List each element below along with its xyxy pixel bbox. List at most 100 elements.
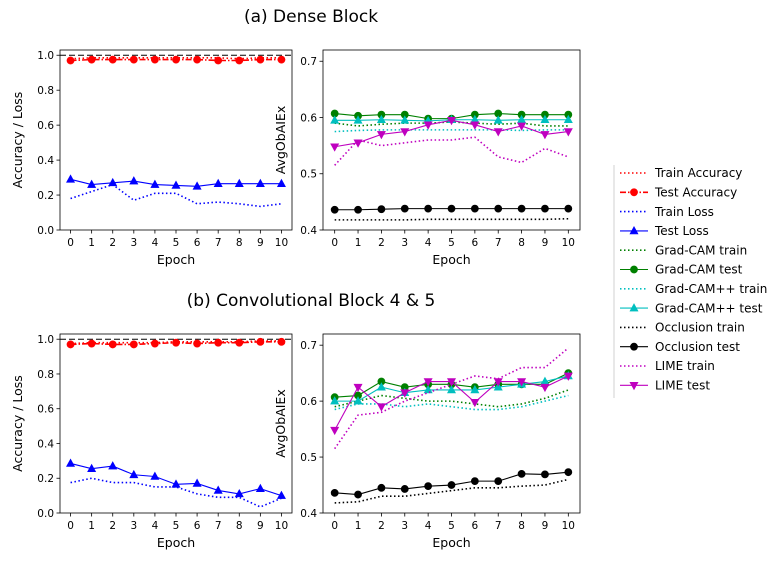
conv-acc-xlabel: Epoch [157, 535, 195, 550]
dense-acc-point-test-loss-1 [87, 179, 97, 188]
conv-acc-xtick-label-9: 9 [257, 520, 264, 532]
dense-acc-ytick-label-4: 0.8 [37, 85, 54, 97]
dense-acc-point-test-accuracy-2 [108, 55, 117, 64]
conv-avg-point-lime-test-8 [517, 378, 527, 387]
conv-avg-point-lime-test-4 [423, 378, 433, 387]
legend-swatch-marker [630, 265, 638, 274]
dense-acc-ylabel: Accuracy / Loss [10, 92, 25, 189]
dense-avg-point-grad-cam-test-9 [540, 114, 550, 124]
legend-label: Occlusion test [655, 340, 740, 354]
conv-acc-point-test-loss-3 [129, 469, 139, 479]
conv-acc-xtick-label-10: 10 [275, 520, 288, 532]
legend-item-lime-train: LIME train [620, 359, 715, 373]
dense-avg-point-lime-test-3 [400, 128, 410, 137]
dense-acc-point-test-accuracy-9 [256, 55, 265, 64]
conv-avg-ytick-label-3: 0.7 [300, 340, 317, 352]
dense-avg-xtick-label-6: 6 [472, 237, 479, 249]
conv-avg-point-lime-test-3 [400, 389, 410, 398]
conv-acc-xtick-label-4: 4 [152, 520, 159, 532]
dense-acc-point-test-loss-6 [192, 181, 202, 190]
dense-acc-xtick-label-7: 7 [215, 237, 222, 249]
conv-acc-xtick-label-6: 6 [194, 520, 201, 532]
conv-block-title: (b) Convolutional Block 4 & 5 [187, 291, 436, 311]
dense-acc-xtick-label-8: 8 [236, 237, 243, 249]
dense-avg-ytick-label-3: 0.7 [300, 56, 317, 68]
dense-avg-point-lime-test-9 [540, 131, 550, 140]
dense-avg-xtick-label-5: 5 [448, 237, 455, 249]
conv-acc-xtick-label-0: 0 [67, 520, 74, 532]
dense-avg-point-occlusion-test-8 [517, 204, 526, 213]
conv-avg-point-grad-cam-test-1 [353, 396, 363, 405]
conv-avg-point-grad-cam-test-2 [376, 382, 386, 391]
dense-avg-point-lime-test-1 [353, 139, 363, 148]
legend-label: LIME train [655, 359, 715, 373]
conv-acc-point-test-accuracy-2 [108, 340, 117, 349]
conv-avg-ytick-label-2: 0.6 [300, 396, 317, 408]
dense-acc-ytick-label-2: 0.4 [37, 155, 54, 167]
dense-acc-ytick-label-0: 0.0 [37, 225, 54, 237]
conv-avg-point-lime-test-5 [446, 378, 457, 387]
legend-item-grad-cam-train: Grad-CAM++ train [620, 282, 767, 296]
dense-avg-point-grad-cam-test-7 [493, 115, 503, 124]
dense-acc-point-test-accuracy-0 [66, 56, 75, 65]
conv-avg-point-occlusion-test-9 [541, 470, 549, 479]
dense-avg-point-occlusion-test-10 [564, 204, 573, 213]
dense-avg-xtick-label-4: 4 [425, 237, 432, 249]
dense-avg-point-lime-test-2 [376, 131, 386, 140]
dense-acc-xlabel: Epoch [157, 252, 195, 267]
conv-avg-xtick-label-6: 6 [472, 520, 479, 532]
conv-acc-ytick-label-4: 0.8 [37, 369, 54, 381]
dense-avg-point-occlusion-test-5 [447, 204, 456, 213]
conv-avg-point-grad-cam-test-0 [330, 396, 340, 405]
dense-acc-point-test-accuracy-4 [151, 55, 159, 64]
dense-accuracy-loss-chart: 0 1 2 3 4 5 6 7 8 9 10 0.0 0.2 0.4 0.6 0.8 1.0 Epoch Accur… [10, 49, 293, 267]
conv-avg-point-occlusion-test-7 [494, 477, 503, 486]
conv-acc-xtick-label-1: 1 [88, 520, 95, 532]
legend-item-occlusion-train: Occlusion train [620, 321, 745, 335]
conv-acc-point-test-loss-0 [66, 458, 76, 467]
dense-acc-xtick-label-9: 9 [257, 237, 264, 249]
dense-acc-point-test-loss-9 [255, 178, 265, 187]
dense-avg-point-grad-cam-test-3 [400, 115, 410, 124]
conv-acc-point-test-accuracy-0 [66, 340, 75, 349]
dense-avg-point-lime-test-5 [446, 117, 457, 126]
dense-avg-xtick-label-3: 3 [401, 237, 408, 249]
conv-avg-xlabel: Epoch [432, 535, 470, 550]
conv-avg-series-lime-train [334, 347, 569, 450]
legend-label: Grad-CAM++ train [655, 282, 767, 296]
dense-acc-point-test-accuracy-6 [193, 55, 201, 64]
legend-item-grad-cam-train: Grad-CAM train [620, 243, 747, 257]
dense-avg-xtick-label-2: 2 [378, 237, 385, 249]
dense-acc-point-test-loss-7 [213, 178, 223, 187]
dense-avg-point-occlusion-test-0 [330, 205, 339, 214]
legend-label: Grad-CAM++ test [655, 301, 763, 315]
dense-acc-point-test-accuracy-8 [235, 56, 244, 65]
dense-acc-xtick-label-3: 3 [130, 237, 137, 249]
conv-acc-xtick-label-2: 2 [109, 520, 116, 532]
dense-acc-point-test-loss-8 [234, 178, 244, 187]
dense-acc-point-test-loss-4 [150, 179, 160, 188]
dense-avg-point-occlusion-test-4 [424, 204, 433, 213]
dense-avg-point-occlusion-test-6 [470, 204, 479, 213]
dense-avg-point-lime-test-8 [517, 122, 527, 131]
conv-avg-point-grad-cam-test-5 [446, 385, 457, 394]
legend-item-test-accuracy: Test Accuracy [620, 186, 737, 200]
dense-avg-point-lime-test-6 [470, 121, 480, 130]
conv-avg-series-grad-cam-train [334, 389, 569, 408]
dense-avg-series-lime-train [334, 136, 569, 166]
conv-avg-point-occlusion-test-1 [354, 490, 362, 499]
conv-avg-point-lime-test-10 [563, 372, 573, 381]
conv-acc-point-test-accuracy-9 [256, 337, 265, 346]
dense-avg-point-occlusion-test-7 [494, 204, 503, 213]
dense-acc-point-test-accuracy-1 [87, 55, 96, 64]
dense-acc-point-test-loss-2 [108, 177, 118, 187]
legend-label: Occlusion train [655, 321, 745, 335]
dense-acc-ytick-label-3: 0.6 [37, 120, 54, 132]
conv-avg-xtick-label-10: 10 [562, 520, 575, 532]
legend-swatch-marker [630, 342, 638, 351]
legend-label: Grad-CAM train [655, 243, 747, 257]
dense-avg-point-grad-cam-test-1 [353, 115, 363, 124]
dense-acc-xtick-label-0: 0 [67, 237, 74, 249]
dense-acc-xtick-label-6: 6 [194, 237, 201, 249]
conv-acc-xtick-label-7: 7 [215, 520, 222, 532]
